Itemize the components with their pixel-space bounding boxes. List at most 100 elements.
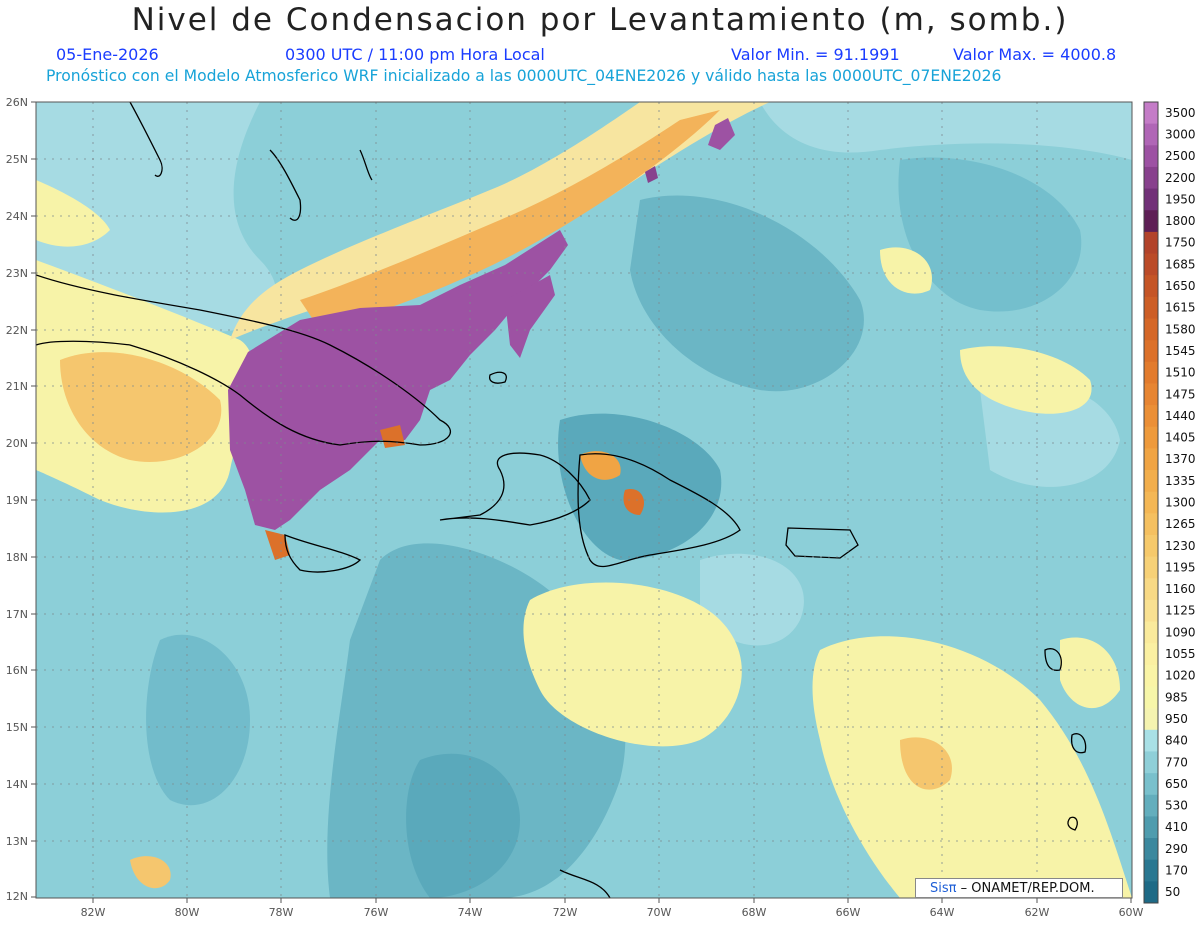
sis-logo-text: Sisπ <box>930 881 957 896</box>
colorbar-label: 1510 <box>1165 366 1196 380</box>
colorbar-swatch <box>1144 859 1158 882</box>
colorbar-swatch <box>1144 881 1158 904</box>
colorbar-frame <box>1143 101 1159 904</box>
graticule <box>36 102 1132 898</box>
coastlines <box>36 102 1087 898</box>
colorbar-swatch <box>1144 102 1158 125</box>
lon-label: 72W <box>553 906 578 919</box>
colorbar-label: 2500 <box>1165 149 1196 163</box>
forecast-date: 05-Ene-2026 <box>56 45 159 64</box>
lon-label: 76W <box>364 906 389 919</box>
colorbar-swatch <box>1144 664 1158 688</box>
colorbar-swatch <box>1144 145 1158 168</box>
max-value: Valor Max. = 4000.8 <box>953 45 1117 64</box>
map-title: Nivel de Condensacion por Levantamiento … <box>131 2 1069 38</box>
colorbar-swatch <box>1144 686 1158 709</box>
colorbar-swatch <box>1144 708 1158 731</box>
lon-label: 70W <box>647 906 672 919</box>
colorbar-label: 1615 <box>1165 301 1196 315</box>
colorbar-swatch <box>1144 166 1158 190</box>
colorbar-label: 1545 <box>1165 344 1196 358</box>
colorbar-label: 950 <box>1165 712 1188 726</box>
lon-label: 82W <box>81 906 106 919</box>
lat-label: 24N <box>6 210 28 223</box>
colorbar-label: 1055 <box>1165 647 1196 661</box>
colorbar-label: 1090 <box>1165 625 1196 639</box>
colorbar-swatch <box>1144 361 1158 384</box>
lat-label: 19N <box>6 494 28 507</box>
lon-label: 80W <box>175 906 200 919</box>
longitude-axis: 82W 80W 78W 76W 74W 72W 70W 68W 66W 64W … <box>81 898 1144 919</box>
colorbar-label: 530 <box>1165 799 1188 813</box>
colorbar-label: 50 <box>1165 885 1180 899</box>
colorbar-label: 1950 <box>1165 192 1196 206</box>
lat-label: 17N <box>6 608 28 621</box>
colorbar-label: 985 <box>1165 690 1188 704</box>
colorbar-label: 170 <box>1165 864 1188 878</box>
colorbar-label: 2200 <box>1165 171 1196 185</box>
lcl-field <box>36 102 1132 898</box>
colorbar-swatch <box>1144 296 1158 319</box>
colorbar-label: 1750 <box>1165 236 1196 250</box>
lat-label: 25N <box>6 153 28 166</box>
colorbar-swatch <box>1144 231 1158 255</box>
colorbar-swatch <box>1144 773 1158 796</box>
lon-label: 74W <box>458 906 483 919</box>
colorbar-swatch <box>1144 534 1158 558</box>
colorbar-label: 1230 <box>1165 539 1196 553</box>
lat-label: 14N <box>6 778 28 791</box>
colorbar-label: 1125 <box>1165 604 1196 618</box>
colorbar-swatch <box>1144 599 1158 623</box>
colorbar-label: 1195 <box>1165 560 1196 574</box>
colorbar-label: 1650 <box>1165 279 1196 293</box>
colorbar-label: 840 <box>1165 734 1188 748</box>
colorbar-label: 1370 <box>1165 452 1196 466</box>
lat-label: 26N <box>6 96 28 109</box>
colorbar-swatch <box>1144 275 1158 298</box>
colorbar-label: 1580 <box>1165 322 1196 336</box>
colorbar-swatch <box>1144 253 1158 276</box>
colorbar-swatch <box>1144 578 1158 601</box>
colorbar-swatch <box>1144 383 1158 406</box>
model-description: Pronóstico con el Modelo Atmosferico WRF… <box>46 67 1002 85</box>
lon-label: 64W <box>930 906 955 919</box>
colorbar: 3500 3000 2500 2200 1950 1800 1750 1685 1650 1615… <box>1143 101 1196 904</box>
lat-label: 15N <box>6 721 28 734</box>
colorbar-label: 290 <box>1165 842 1188 856</box>
colorbar-swatch <box>1144 621 1158 644</box>
colorbar-swatch <box>1144 816 1158 839</box>
colorbar-label: 770 <box>1165 755 1188 769</box>
colorbar-label: 1440 <box>1165 409 1196 423</box>
colorbar-label: 1685 <box>1165 257 1196 271</box>
lat-label: 13N <box>6 835 28 848</box>
colorbar-swatch <box>1144 470 1158 493</box>
colorbar-label: 650 <box>1165 777 1188 791</box>
colorbar-swatch <box>1144 123 1158 146</box>
colorbar-swatch <box>1144 405 1158 428</box>
lon-label: 68W <box>742 906 767 919</box>
colorbar-label: 1265 <box>1165 517 1196 531</box>
colorbar-swatch <box>1144 491 1158 514</box>
colorbar-label: 1800 <box>1165 214 1196 228</box>
colorbar-swatch <box>1144 751 1158 774</box>
lon-label: 60W <box>1119 906 1144 919</box>
colorbar-label: 3000 <box>1165 127 1196 141</box>
lat-label: 16N <box>6 664 28 677</box>
lat-label: 20N <box>6 437 28 450</box>
colorbar-label: 1405 <box>1165 431 1196 445</box>
colorbar-swatch <box>1144 188 1158 211</box>
colorbar-swatch <box>1144 556 1158 579</box>
colorbar-swatch <box>1144 838 1158 861</box>
lat-label: 22N <box>6 324 28 337</box>
colorbar-label: 1160 <box>1165 582 1196 596</box>
lon-label: 66W <box>836 906 861 919</box>
lon-label: 62W <box>1025 906 1050 919</box>
colorbar-swatch <box>1144 794 1158 817</box>
lat-label: 23N <box>6 267 28 280</box>
colorbar-swatch <box>1144 340 1158 363</box>
forecast-time: 0300 UTC / 11:00 pm Hora Local <box>285 45 545 64</box>
colorbar-swatch <box>1144 729 1158 752</box>
colorbar-label: 1020 <box>1165 669 1196 683</box>
colorbar-swatch <box>1144 448 1158 471</box>
